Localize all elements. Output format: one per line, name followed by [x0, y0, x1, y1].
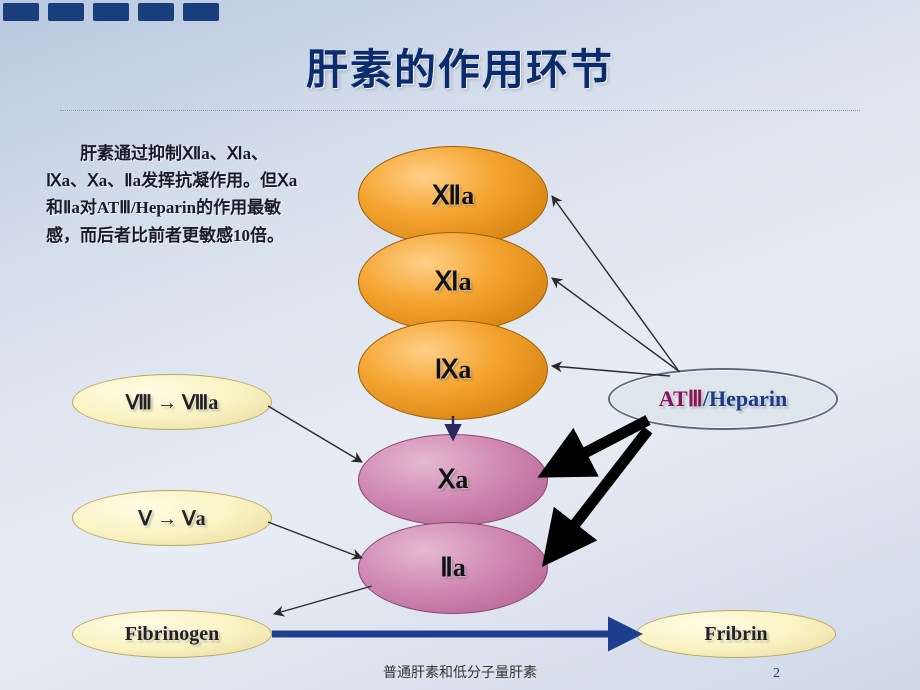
title-divider	[60, 110, 860, 111]
node-label: Ⅹa	[438, 465, 469, 495]
node-label: Ⅸa	[435, 355, 472, 385]
brick-icon	[93, 3, 129, 21]
node-v: Ⅴ → Ⅴa	[72, 490, 272, 546]
node-label: Ⅱa	[440, 553, 466, 583]
description-paragraph: 肝素通过抑制Ⅻa、Ⅺa、Ⅸa、Ⅹa、Ⅱa发挥抗凝作用。但Ⅹa和Ⅱa对ATⅢ/He…	[46, 140, 306, 249]
brick-icon	[183, 3, 219, 21]
atiii-label: ATⅢ	[659, 386, 703, 412]
node-xa: Ⅹa	[358, 434, 548, 526]
node-viii: Ⅷ → Ⅷa	[72, 374, 272, 430]
node-label: Fribrin	[704, 623, 767, 646]
node-xia: Ⅺa	[358, 232, 548, 332]
node-label: Ⅺa	[434, 267, 471, 297]
brick-icon	[138, 3, 174, 21]
heparin-label: /Heparin	[703, 386, 787, 412]
node-label: Ⅻa	[432, 181, 474, 211]
node-label: Fibrinogen	[125, 623, 219, 646]
page-number: 2	[773, 666, 780, 682]
footer-text: 普通肝素和低分子量肝素	[0, 662, 920, 682]
node-label: Ⅴ → Ⅴa	[138, 506, 205, 531]
top-decoration	[3, 3, 219, 21]
node-fibrin: Fribrin	[636, 610, 836, 658]
brick-icon	[48, 3, 84, 21]
node-label: Ⅷ → Ⅷa	[126, 390, 219, 415]
node-ixa: Ⅸa	[358, 320, 548, 420]
node-xiia: Ⅻa	[358, 146, 548, 246]
slide-title: 肝素的作用环节	[0, 36, 920, 97]
node-atiii-heparin: ATⅢ/Heparin	[608, 368, 838, 430]
node-fibrinogen: Fibrinogen	[72, 610, 272, 658]
node-iia: Ⅱa	[358, 522, 548, 614]
brick-icon	[3, 3, 39, 21]
